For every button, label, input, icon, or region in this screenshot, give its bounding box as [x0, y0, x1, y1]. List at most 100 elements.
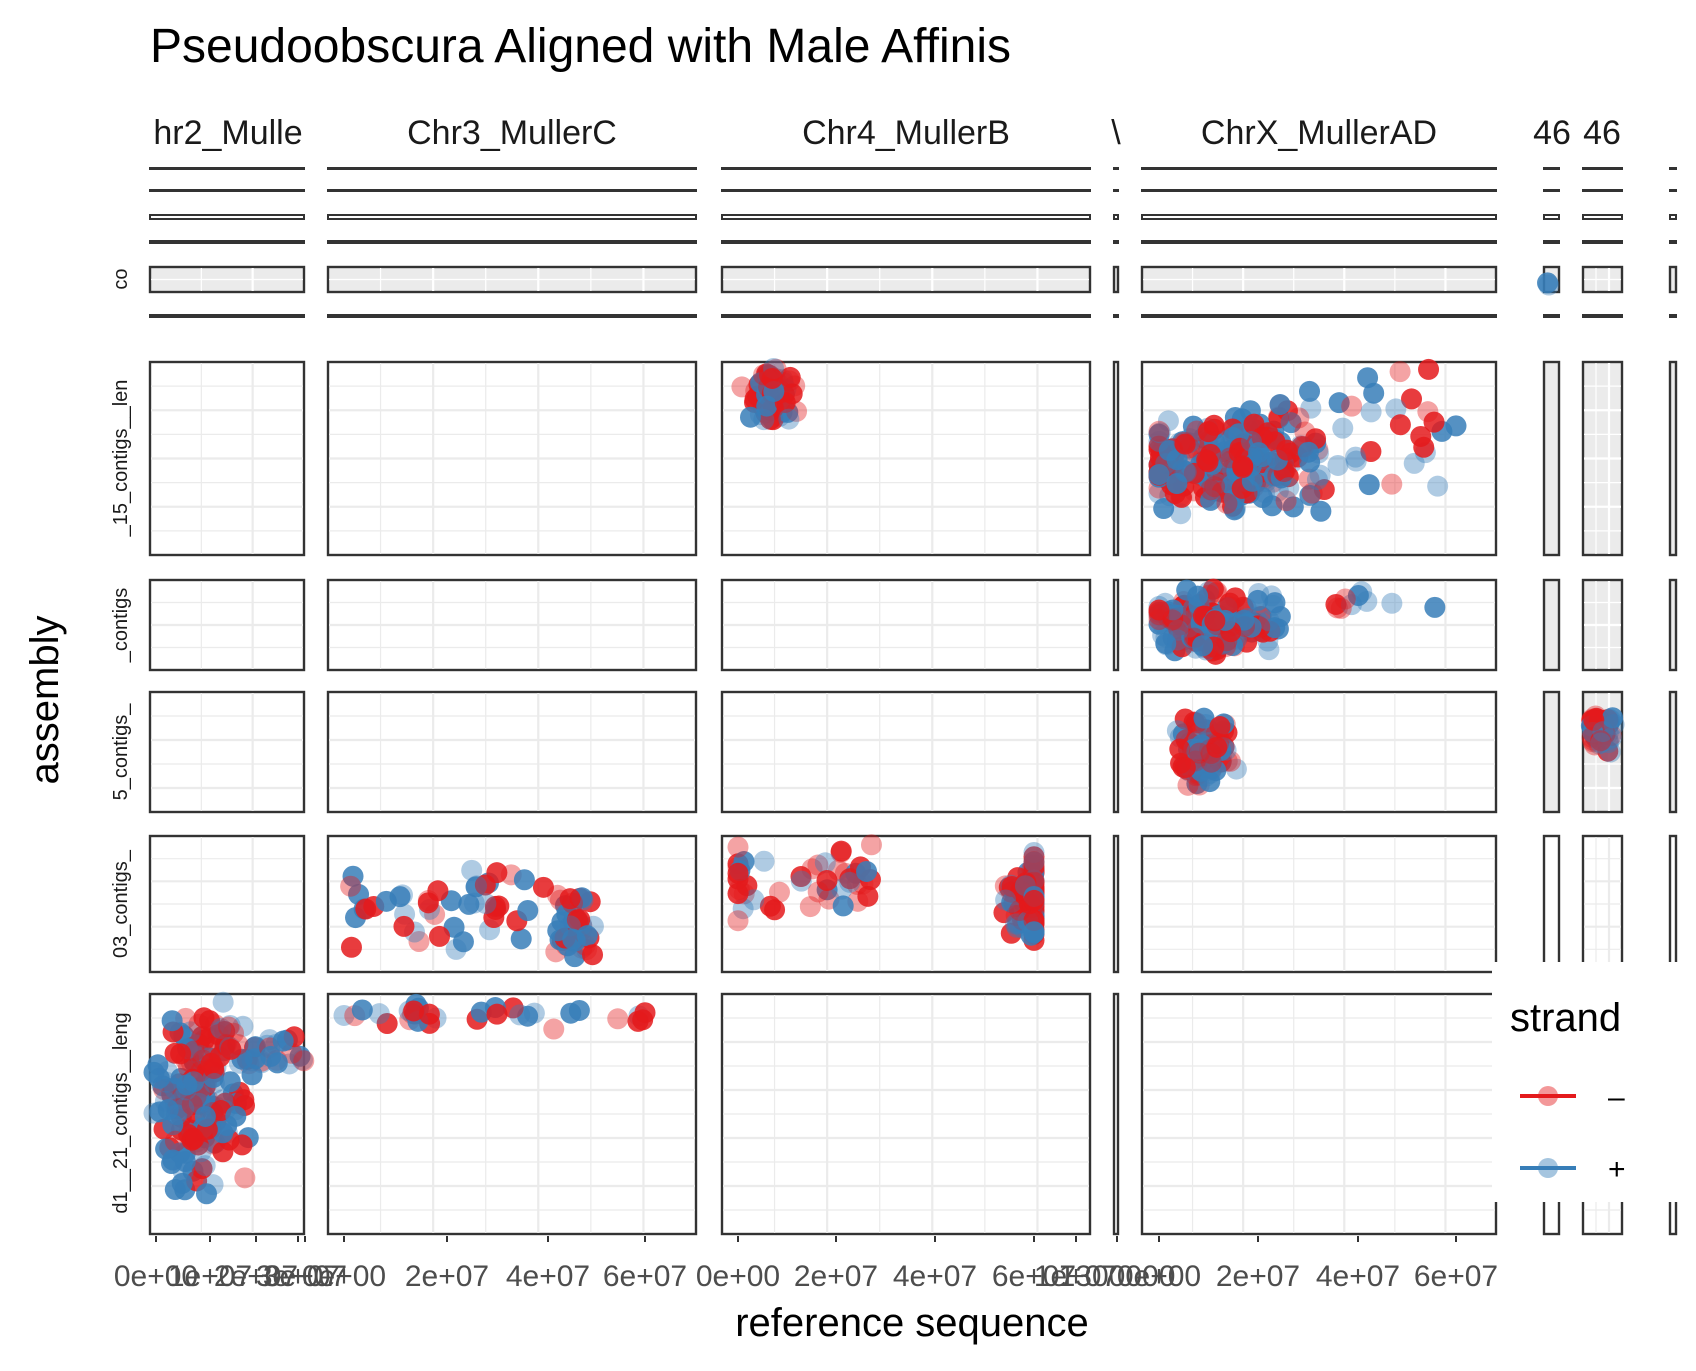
data-point: + c5 r8 — [1155, 633, 1177, 655]
data-point: – c5 r8 — [1330, 597, 1352, 619]
data-point: + c5 r8 — [1167, 619, 1189, 641]
data-point: – c5 r7 — [1294, 421, 1316, 443]
data-point: – c3 r10 — [727, 836, 749, 858]
x-tick-label: 2e+07 — [214, 1260, 298, 1293]
facet-row-labels: co _15_contigs__len _contigs 5_contigs_ 03_c… — [110, 268, 132, 1213]
data-point: – c5 r7 — [1389, 414, 1411, 436]
data-point: – c1 r11 — [188, 1013, 210, 1035]
data-point: – c3 r10 — [1023, 851, 1045, 873]
data-point: + c3 r10 — [790, 870, 812, 892]
x-tick-label: 6e+07 — [603, 1260, 687, 1293]
facet-panel-r4-c7 — [1582, 240, 1623, 244]
data-point: – c5 r8 — [1148, 599, 1170, 621]
data-point: – c3 r10 — [830, 840, 852, 862]
panel-grid — [1584, 837, 1621, 971]
panel-grid — [151, 581, 303, 669]
data-point: + c5 r7 — [1357, 367, 1379, 389]
panel-grid — [1584, 363, 1621, 554]
data-point: + c5 r7 — [1200, 489, 1222, 511]
data-point: – c3 r10 — [790, 866, 812, 888]
data-point: – c1 r11 — [227, 1034, 249, 1056]
data-point: + c1 r11 — [232, 1015, 254, 1037]
data-point: – c5 r7 — [1401, 388, 1423, 410]
data-point: – c2 r10 — [429, 925, 451, 947]
data-point: – c1 r11 — [223, 1022, 245, 1044]
x-tick-label: 4e+07 — [506, 1260, 590, 1293]
data-point: + c1 r11 — [165, 1104, 187, 1126]
data-point: + c1 r11 — [225, 1105, 247, 1127]
data-point: + c5 r7 — [1248, 442, 1270, 464]
data-point: + c1 r11 — [203, 1072, 225, 1094]
data-point: – c5 r9 — [1177, 774, 1199, 796]
x-axis-title: reference sequence — [735, 1301, 1089, 1345]
facet-panel-r3-c8 — [1669, 214, 1677, 220]
strip-label-c5: ChrX_MullerAD — [1201, 114, 1437, 152]
data-point: – c1 r11 — [199, 1026, 221, 1048]
data-point: – c2 r11 — [376, 1012, 398, 1034]
data-point: + c5 r7 — [1358, 474, 1380, 496]
row-label-r5: co — [110, 268, 132, 289]
data-point: – c5 r9 — [1174, 757, 1196, 779]
data-point: – c5 r7 — [1216, 492, 1238, 514]
data-point: – c3 r10 — [799, 896, 821, 918]
data-point: + c1 r11 — [219, 1014, 241, 1036]
data-point: – c3 r10 — [764, 899, 786, 921]
facet-panel-r4-c2 — [327, 240, 697, 244]
data-point: + c5 r8 — [1264, 617, 1286, 639]
facet-panel-r6-c7 — [1582, 314, 1623, 318]
data-point: – c2 r10 — [340, 875, 362, 897]
data-point: + c5 r8 — [1167, 629, 1189, 651]
data-point: + c2 r11 — [368, 1003, 390, 1025]
data-point: – c5 r9 — [1208, 732, 1230, 754]
data-point: + c5 r7 — [1174, 461, 1196, 483]
data-point: + c5 r7 — [1427, 475, 1449, 497]
facet-panel-r6-c6 — [1543, 314, 1560, 318]
legend-label-plus: + — [1608, 1153, 1626, 1186]
x-tick-label: 1300000 — [1059, 1260, 1176, 1293]
data-point: – c5 r7 — [1148, 420, 1170, 442]
data-point: + c6 r5 — [1537, 272, 1559, 294]
data-point: – c1 r11 — [164, 1130, 186, 1152]
data-point: + c1 r11 — [291, 1049, 313, 1071]
facet-panel-r4-c3 — [721, 240, 1091, 244]
facet-panel-r7-c4 — [1112, 360, 1120, 557]
panel-grid — [723, 268, 1089, 291]
facet-panel-r9-c4 — [1112, 690, 1120, 814]
panel-grid — [723, 995, 1089, 1233]
data-point: – c3 r10 — [727, 862, 749, 884]
data-point: – c3 r10 — [1023, 889, 1045, 911]
x-tick-label: 6e+07 — [1414, 1260, 1498, 1293]
facet-panel-r2-c5 — [1141, 189, 1497, 192]
x-tick-label: 2e+07 — [405, 1260, 489, 1293]
data-point: – c5 r8 — [1148, 604, 1170, 626]
data-point: + c6 r5 — [1538, 274, 1560, 296]
facet-panel-r7-c8 — [1668, 360, 1678, 557]
panel-grid — [1584, 268, 1621, 291]
data-point: + c5 r7 — [1306, 469, 1328, 491]
data-point: + c5 r7 — [1148, 464, 1170, 486]
x-tick-label: 2e+07 — [1216, 1260, 1300, 1293]
data-point: + c5 r9 — [1205, 760, 1227, 782]
data-point: + c1 r11 — [196, 1183, 218, 1205]
data-point: – c3 r7 — [779, 366, 801, 388]
panel-grid — [1143, 268, 1495, 291]
data-point: + c5 r8 — [1347, 584, 1369, 606]
data-point: + c5 r8 — [1264, 592, 1286, 614]
data-point: – c3 r7 — [761, 367, 783, 389]
data-point: + c1 r11 — [210, 1018, 232, 1040]
data-point: – c5 r7 — [1298, 468, 1320, 490]
data-point: + c1 r11 — [212, 991, 234, 1013]
data-point: – c7 r9 — [1590, 730, 1612, 752]
data-point: – c2 r10 — [582, 944, 604, 966]
data-point: + c5 r8 — [1247, 589, 1269, 611]
data-point: – c2 r10 — [566, 909, 588, 931]
facet-panel-r2-c1 — [149, 189, 305, 192]
facet-panel-r5-c4 — [1112, 265, 1120, 294]
data-point: – c3 r10 — [860, 834, 882, 856]
data-point: – c5 r9 — [1200, 743, 1222, 765]
data-point: + c1 r11 — [244, 1036, 266, 1058]
data-point: + c5 r8 — [1152, 624, 1174, 646]
data-point: – c5 r7 — [1413, 436, 1435, 458]
facet-panel-r7-c6 — [1542, 360, 1561, 557]
data-point: + c2 r10 — [576, 925, 598, 947]
